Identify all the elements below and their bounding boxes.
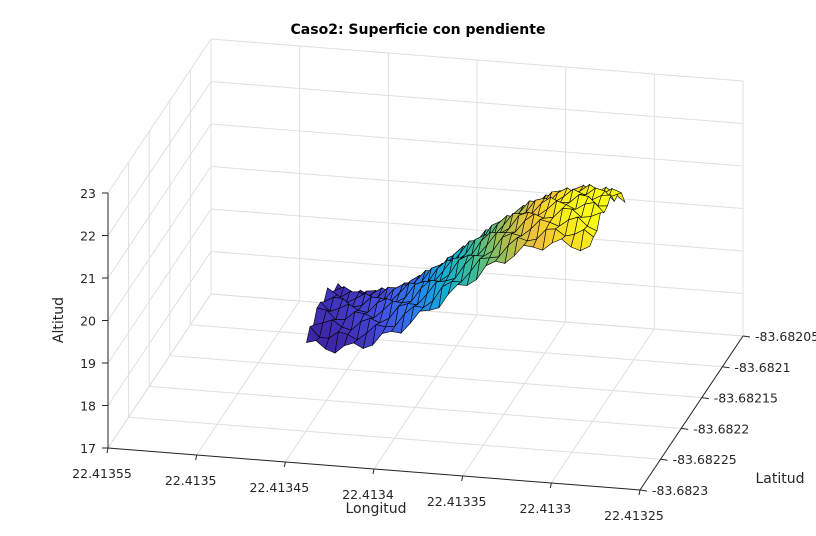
axis-ticks: 22.41355 22.4135 22.41345 22.4134 22.41335 22…: [72, 186, 816, 523]
surface-plot: [306, 183, 626, 354]
x-tick-mark: [195, 454, 198, 461]
x-axis-label: Longitud: [345, 501, 406, 517]
x-tick-mark: [461, 475, 464, 482]
z-tick-label: 19: [80, 356, 96, 371]
y-tick-mark: [742, 335, 751, 338]
y-axis-line: [639, 335, 744, 491]
x-tick-label: 22.41335: [427, 494, 487, 509]
x-tick-label: 22.4135: [165, 473, 217, 488]
z-tick-label: 20: [80, 314, 96, 329]
y-tick-mark: [722, 366, 730, 369]
y-tick-label: -83.68225: [673, 452, 737, 467]
x-tick-mark: [106, 447, 109, 454]
z-tick-label: 17: [80, 441, 96, 456]
z-tick-label: 23: [80, 186, 96, 201]
x-tick-mark: [638, 489, 641, 496]
y-tick-label: -83.68215: [714, 391, 778, 406]
chart-title: Caso2: Superficie con pendiente: [291, 22, 546, 38]
z-tick-label: 18: [80, 399, 96, 414]
z-tick-label: 21: [80, 271, 96, 286]
z-axis-label: Altitud: [51, 297, 67, 343]
x-tick-mark: [549, 482, 552, 489]
y-tick-label: -83.68205: [755, 329, 816, 344]
x-tick-mark: [372, 468, 375, 475]
axes-grid: [107, 38, 744, 491]
y-tick-mark: [660, 458, 668, 461]
y-tick-mark: [681, 427, 689, 430]
y-tick-mark: [701, 397, 709, 400]
z-tick-label: 22: [80, 229, 96, 244]
x-tick-label: 22.4134: [342, 487, 394, 502]
x-tick-label: 22.41355: [72, 466, 132, 481]
y-tick-label: -83.6823: [652, 483, 708, 498]
y-tick-label: -83.6821: [734, 360, 790, 375]
x-tick-label: 22.4133: [519, 501, 571, 516]
x-tick-label: 22.41325: [604, 508, 664, 523]
x-tick-label: 22.41345: [250, 480, 310, 495]
y-tick-label: -83.6822: [693, 421, 749, 436]
surface-patch: [580, 228, 594, 252]
y-axis-label: Latitud: [755, 471, 804, 487]
y-tick-mark: [639, 489, 648, 492]
x-tick-mark: [283, 461, 286, 468]
